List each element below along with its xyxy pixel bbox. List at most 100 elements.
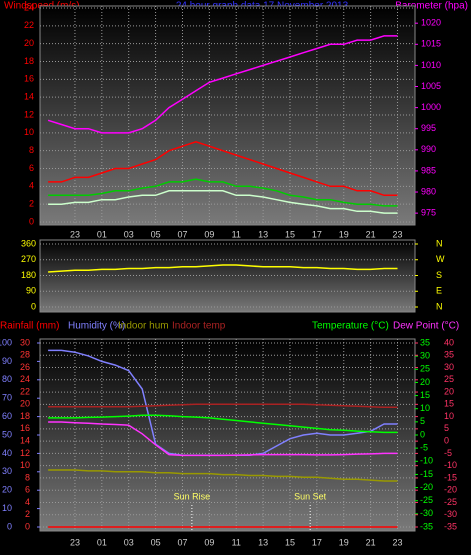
data-line (48, 178, 398, 207)
y-tick-label: -10 (444, 460, 457, 470)
x-tick-label: 19 (339, 229, 349, 239)
y-tick-label: 1020 (421, 18, 441, 28)
y-tick-label: -25 (444, 497, 457, 507)
y-tick-label: 24 (24, 2, 34, 12)
y-tick-label: 2 (29, 199, 34, 209)
y-tick-label: 0 (31, 301, 36, 311)
y-tick-label: 20 (444, 386, 454, 396)
data-line (48, 421, 398, 457)
x-tick-label: 23 (393, 229, 403, 239)
y-tick-label: 1000 (421, 102, 441, 112)
data-line (47, 35, 398, 134)
x-tick-label: 01 (97, 229, 107, 239)
x-tick-label: 23 (70, 229, 80, 239)
y-tick-label: 6 (29, 163, 34, 173)
y-tick-label: 100 (0, 337, 12, 347)
x-tick-label: 03 (124, 229, 134, 239)
y-tick-label: 1005 (421, 81, 441, 91)
y-tick-label: 15 (444, 399, 454, 409)
y-tick-label: 980 (421, 186, 436, 196)
y-tick-label: -35 (420, 521, 433, 531)
y-tick-label: 35 (444, 350, 454, 360)
y-tick-label: 22 (20, 386, 30, 396)
x-tick-label: 21 (366, 537, 376, 547)
y-tick-label: 18 (20, 411, 30, 421)
y-tick-label: E (436, 286, 442, 296)
y-tick-label: 15 (420, 390, 430, 400)
plot-area (39, 338, 416, 532)
legend-entry: Indoor hum (118, 321, 169, 332)
y-tick-label: 0 (444, 436, 449, 446)
y-tick-label: 360 (21, 238, 36, 248)
x-tick-label: 15 (285, 229, 295, 239)
y-tick-label: 70 (2, 393, 12, 403)
y-tick-label: 40 (2, 448, 12, 458)
y-tick-label: 20 (24, 38, 34, 48)
y-tick-label: 8 (25, 472, 30, 482)
y-tick-label: 30 (420, 351, 430, 361)
y-tick-label: 270 (21, 254, 36, 264)
y-tick-label: 90 (26, 286, 36, 296)
data-line (48, 403, 398, 409)
y-tick-label: 0 (29, 216, 34, 226)
y-tick-label: 35 (420, 337, 430, 347)
y-tick-label: 0 (25, 521, 30, 531)
y-tick-label: 24 (20, 374, 30, 384)
y-tick-label: 0 (420, 429, 425, 439)
y-tick-label: S (436, 270, 442, 280)
y-tick-label: W (436, 254, 445, 264)
y-tick-label: 990 (421, 144, 436, 154)
y-tick-label: 985 (421, 165, 436, 175)
y-tick-label: 14 (24, 92, 34, 102)
y-tick-label: 60 (2, 411, 12, 421)
y-tick-label: 50 (2, 429, 12, 439)
data-line (48, 190, 398, 214)
y-tick-label: 5 (420, 416, 425, 426)
y-tick-label: -5 (444, 448, 452, 458)
annotation: Sun Set (294, 491, 327, 501)
y-tick-label: 80 (2, 374, 12, 384)
y-tick-label: 4 (29, 181, 34, 191)
y-tick-label: 975 (421, 208, 436, 218)
x-tick-label: 17 (312, 537, 322, 547)
y-tick-label: 12 (20, 448, 30, 458)
y-tick-label: 8 (29, 145, 34, 155)
y-tick-label: 25 (444, 374, 454, 384)
y-tick-label: 10 (420, 403, 430, 413)
y-tick-label: 10 (20, 460, 30, 470)
y-tick-label: N (436, 238, 443, 248)
y-tick-label: 20 (420, 377, 430, 387)
barometer-label: Barometer (hpa) (395, 1, 468, 12)
x-tick-label: 19 (339, 537, 349, 547)
y-tick-label: 0 (7, 521, 12, 531)
y-tick-label: -25 (420, 495, 433, 505)
y-tick-label: N (436, 301, 443, 311)
y-tick-label: 6 (25, 485, 30, 495)
y-tick-label: -35 (444, 521, 457, 531)
y-tick-label: 2 (25, 509, 30, 519)
y-tick-label: -5 (420, 443, 428, 453)
y-tick-label: -20 (420, 482, 433, 492)
x-tick-label: 23 (70, 537, 80, 547)
annotation: Sun Rise (174, 491, 211, 501)
y-tick-label: 10 (444, 411, 454, 421)
y-tick-label: 20 (20, 399, 30, 409)
data-line (48, 414, 398, 434)
y-tick-label: 25 (420, 364, 430, 374)
y-tick-label: 30 (2, 466, 12, 476)
y-tick-label: -15 (420, 469, 433, 479)
y-tick-label: 16 (24, 74, 34, 84)
y-tick-label: 30 (444, 362, 454, 372)
y-tick-label: -30 (420, 508, 433, 518)
y-tick-label: 16 (20, 423, 30, 433)
y-tick-label: 26 (20, 362, 30, 372)
legend-entry: Temperature (°C) (312, 321, 389, 332)
data-line (48, 264, 398, 273)
y-tick-label: 40 (444, 337, 454, 347)
x-tick-label: 07 (177, 229, 187, 239)
legend-entry: Dew Point (°C) (393, 321, 459, 332)
x-tick-label: 23 (393, 537, 403, 547)
y-tick-label: 90 (2, 356, 12, 366)
y-tick-label: -15 (444, 472, 457, 482)
y-tick-label: 28 (20, 350, 30, 360)
